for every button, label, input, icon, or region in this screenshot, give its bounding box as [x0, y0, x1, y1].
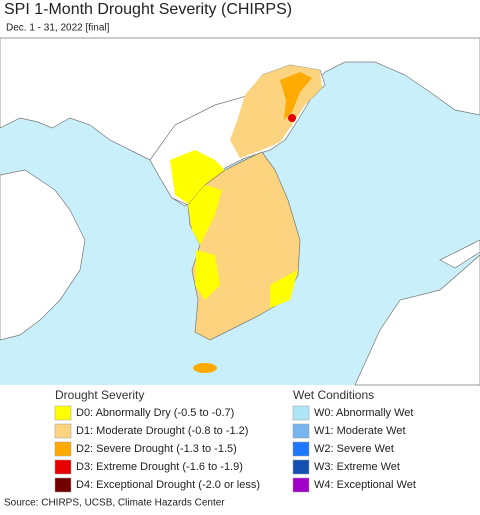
legend-label: W4: Exceptional Wet: [314, 479, 416, 491]
drought-d3-spot: [288, 114, 296, 122]
drought-d0-southeast: [270, 270, 298, 308]
legend-swatch: [292, 441, 310, 457]
legend-label: W1: Moderate Wet: [314, 425, 406, 437]
japan-north: [439, 239, 480, 269]
legend-label: D2: Severe Drought (-1.3 to -1.5): [76, 443, 237, 455]
drought-d2-north: [280, 72, 312, 120]
source: Source: CHIRPS, UCSB, Climate Hazards Ce…: [4, 498, 225, 509]
legend-swatch: [54, 423, 72, 439]
legend-label: D4: Exceptional Drought (-2.0 or less): [76, 479, 260, 491]
legend-swatch: [54, 459, 72, 475]
legend-swatch: [54, 477, 72, 493]
legend-swatch: [292, 477, 310, 493]
legend: Drought Severity D0: Abnormally Dry (-0.5…: [54, 388, 416, 493]
legend-swatch: [54, 441, 72, 457]
legend-title: Wet Conditions: [293, 388, 374, 402]
legend-label: W0: Abnormally Wet: [314, 407, 413, 419]
legend-label: D3: Extreme Drought (-1.6 to -1.9): [76, 461, 243, 473]
jeju: [193, 363, 217, 373]
legend-swatch: [292, 405, 310, 421]
drought-d0-north: [170, 150, 230, 205]
legend-swatch: [292, 423, 310, 439]
china-coast: [0, 169, 86, 341]
legend-label: W2: Severe Wet: [314, 443, 394, 455]
legend-label: D1: Moderate Drought (-0.8 to -1.2): [76, 425, 248, 437]
subtitle: Dec. 1 - 31, 2022 [final]: [6, 23, 110, 34]
legend-label: D0: Abnormally Dry (-0.5 to -0.7): [76, 407, 234, 419]
legend-swatch: [292, 459, 310, 475]
legend-label: W3: Extreme Wet: [314, 461, 400, 473]
legend-swatch: [54, 405, 72, 421]
drought-d0-southwest: [195, 250, 220, 300]
map: [0, 37, 480, 386]
legend-title: Drought Severity: [55, 388, 144, 402]
title: SPI 1-Month Drought Severity (CHIRPS): [4, 1, 292, 18]
japan: [354, 254, 480, 386]
drought-d0-west: [188, 185, 222, 245]
